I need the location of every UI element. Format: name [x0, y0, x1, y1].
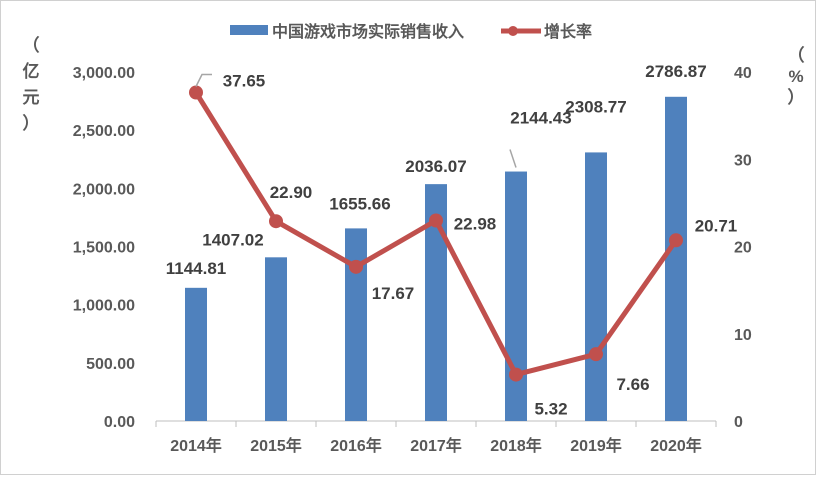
left-axis-tick: 500.00 — [86, 356, 135, 373]
left-axis-unit-char: 亿 — [23, 61, 40, 81]
line-point — [509, 367, 523, 382]
left-axis-tick: 0.00 — [104, 414, 135, 431]
left-axis-unit-char: （ — [23, 35, 40, 55]
right-axis-unit-char: ） — [788, 87, 805, 107]
line-data-label: 22.98 — [454, 214, 497, 233]
line-data-label: 17.67 — [372, 284, 415, 303]
leader-line — [509, 149, 517, 168]
bar-data-label: 2144.43 — [510, 109, 571, 128]
line-data-label: 7.66 — [616, 375, 649, 394]
right-axis-unit-char: % — [788, 67, 803, 86]
bar-data-label: 2786.87 — [645, 62, 706, 81]
bar — [425, 184, 447, 421]
x-axis-tick: 2014年 — [170, 436, 222, 455]
right-axis-tick: 20 — [734, 240, 752, 257]
x-axis-tick: 2017年 — [410, 436, 462, 455]
right-axis-tick: 10 — [734, 327, 752, 344]
leader-line — [195, 73, 212, 87]
right-axis-tick: 40 — [734, 65, 752, 82]
bar-data-label: 2036.07 — [405, 157, 466, 176]
line-data-label: 20.71 — [695, 216, 738, 235]
x-axis-tick: 2018年 — [490, 436, 542, 455]
x-axis-tick: 2016年 — [330, 436, 382, 455]
legend-line-marker — [508, 26, 518, 36]
legend-bar-label: 中国游戏市场实际销售收入 — [272, 22, 464, 41]
line-point — [269, 214, 283, 229]
right-axis-tick: 30 — [734, 152, 752, 169]
line-point — [669, 233, 683, 248]
legend-line-label: 增长率 — [544, 22, 592, 41]
left-axis-tick: 3,000.00 — [73, 65, 135, 82]
line-point — [349, 259, 363, 274]
left-axis-unit-char: ） — [23, 113, 40, 133]
right-axis-tick: 0 — [734, 414, 743, 431]
bar-data-label: 1407.02 — [202, 230, 263, 249]
line-point — [189, 85, 203, 100]
left-axis-tick: 1,500.00 — [73, 240, 135, 257]
left-axis-tick: 2,000.00 — [73, 181, 135, 198]
bar-data-label: 1655.66 — [329, 194, 390, 213]
bar-data-label: 2308.77 — [565, 97, 626, 116]
left-axis-unit-char: 元 — [23, 88, 40, 107]
bar — [505, 171, 527, 421]
left-axis-tick: 2,500.00 — [73, 123, 135, 140]
right-axis-unit-char: （ — [788, 45, 805, 65]
legend-bar-swatch — [230, 25, 268, 35]
bar — [185, 287, 207, 421]
x-axis-tick: 2019年 — [570, 436, 622, 455]
bar — [265, 257, 287, 421]
x-axis-tick: 2020年 — [650, 436, 702, 455]
line-point — [589, 347, 603, 362]
bar — [345, 228, 367, 421]
line-data-label: 5.32 — [534, 400, 567, 419]
line-data-label: 37.65 — [223, 72, 266, 91]
left-axis-tick: 1,000.00 — [73, 298, 135, 315]
line-point — [429, 213, 443, 228]
bar-data-label: 1144.81 — [166, 259, 227, 278]
bar — [585, 152, 607, 421]
x-axis-tick: 2015年 — [250, 436, 302, 455]
bar — [665, 96, 687, 421]
line-data-label: 22.90 — [270, 183, 313, 202]
